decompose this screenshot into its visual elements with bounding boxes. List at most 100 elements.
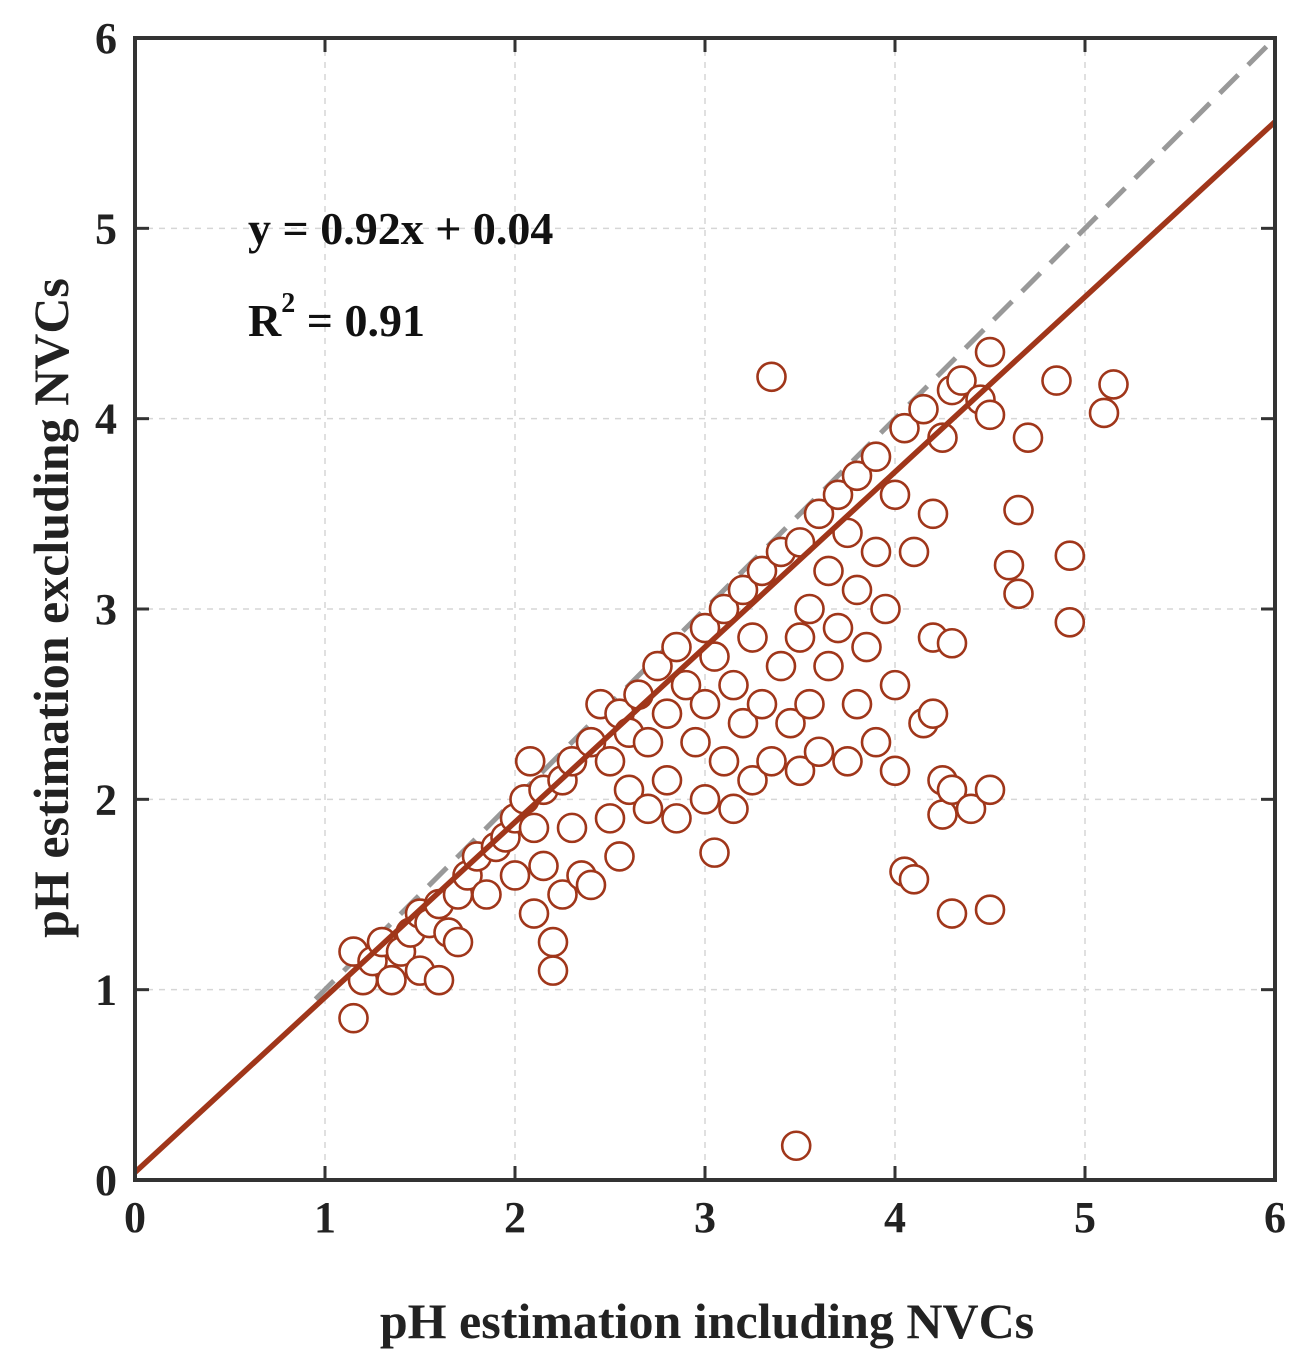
data-point	[803, 736, 835, 768]
r-squared-prefix: R	[248, 295, 282, 346]
data-point	[1012, 422, 1044, 454]
r-squared: R2 = 0.91	[248, 288, 425, 346]
data-point	[1003, 578, 1034, 610]
data-point	[1098, 369, 1129, 400]
data-point	[708, 593, 740, 625]
data-point	[651, 764, 683, 796]
y-axis-title: pH estimation excluding NVCs	[23, 278, 79, 938]
data-point	[974, 399, 1006, 431]
data-point	[889, 412, 920, 444]
data-point	[1041, 365, 1072, 396]
data-point	[936, 627, 968, 659]
data-point	[642, 650, 673, 682]
x-tick-label: 4	[884, 1193, 906, 1242]
x-tick-labels: 0 1 2 3 4 5 6	[124, 1193, 1286, 1242]
x-tick-label: 6	[1264, 1193, 1286, 1242]
y-tick-labels: 0 1 2 3 4 5 6	[95, 14, 117, 1205]
y-tick-label: 5	[95, 204, 117, 253]
data-point	[746, 555, 778, 587]
identity-line	[313, 36, 1277, 1001]
data-point	[974, 894, 1006, 926]
data-point	[851, 631, 882, 663]
data-point	[813, 555, 844, 587]
data-point	[832, 745, 863, 777]
data-point	[993, 549, 1025, 581]
data-point	[556, 812, 588, 844]
x-tick-label: 3	[694, 1193, 716, 1242]
data-point	[689, 784, 721, 815]
data-point	[718, 669, 749, 701]
data-point	[632, 726, 664, 758]
data-point	[661, 803, 692, 834]
data-point	[917, 498, 949, 530]
data-point	[623, 679, 654, 710]
data-point	[651, 698, 683, 729]
data-point	[680, 726, 711, 758]
data-point	[689, 688, 721, 720]
y-tick-label: 6	[95, 14, 117, 63]
data-point	[727, 574, 759, 606]
data-point	[594, 745, 626, 777]
data-point	[518, 812, 550, 844]
data-point	[756, 361, 787, 393]
data-point	[756, 745, 787, 777]
data-point	[803, 498, 835, 530]
y-tick-label: 4	[95, 395, 117, 444]
data-point	[1054, 540, 1086, 572]
data-point	[917, 698, 949, 729]
data-point	[718, 793, 749, 825]
data-point	[898, 536, 930, 568]
y-tick-label: 3	[95, 585, 117, 634]
data-point	[860, 726, 892, 758]
data-point	[575, 869, 607, 901]
data-point	[860, 441, 892, 473]
data-point	[936, 898, 968, 929]
x-axis-title: pH estimation including NVCs	[380, 1293, 1034, 1349]
data-point	[338, 1002, 369, 1034]
data-point	[813, 650, 844, 682]
y-tick-label: 0	[95, 1156, 117, 1205]
data-point	[1054, 607, 1086, 638]
data-point	[699, 641, 730, 672]
data-point	[908, 393, 939, 425]
data-point	[780, 1130, 812, 1162]
data-point	[1003, 494, 1034, 526]
data-point	[784, 755, 816, 787]
data-point	[879, 755, 911, 787]
data-point	[499, 860, 531, 891]
data-point	[841, 574, 873, 606]
data-point	[594, 803, 626, 834]
data-point	[746, 688, 778, 720]
data-point	[699, 837, 730, 868]
y-tick-label: 1	[95, 966, 117, 1015]
data-point	[737, 622, 768, 653]
data-point	[860, 536, 892, 568]
data-point	[822, 479, 854, 511]
data-point	[841, 688, 873, 720]
data-point	[537, 955, 569, 986]
data-point	[518, 898, 550, 929]
data-point	[537, 926, 569, 958]
data-point	[727, 707, 759, 739]
data-point	[514, 745, 546, 777]
data-point	[879, 669, 911, 701]
data-point	[689, 612, 721, 644]
scatter-points	[338, 336, 1129, 1162]
data-point	[547, 879, 578, 910]
data-point	[661, 631, 692, 663]
data-point	[974, 336, 1006, 368]
y-tick-label: 2	[95, 775, 117, 824]
data-point	[632, 793, 664, 825]
data-point	[708, 745, 740, 777]
data-point	[737, 764, 768, 796]
x-tick-label: 5	[1074, 1193, 1096, 1242]
data-point	[794, 688, 825, 720]
data-point	[898, 863, 930, 895]
data-point	[841, 460, 873, 492]
axis-ticks	[133, 36, 1277, 1182]
data-point	[670, 669, 702, 701]
data-point	[879, 479, 911, 511]
data-point	[471, 879, 502, 910]
x-tick-label: 0	[124, 1193, 146, 1242]
